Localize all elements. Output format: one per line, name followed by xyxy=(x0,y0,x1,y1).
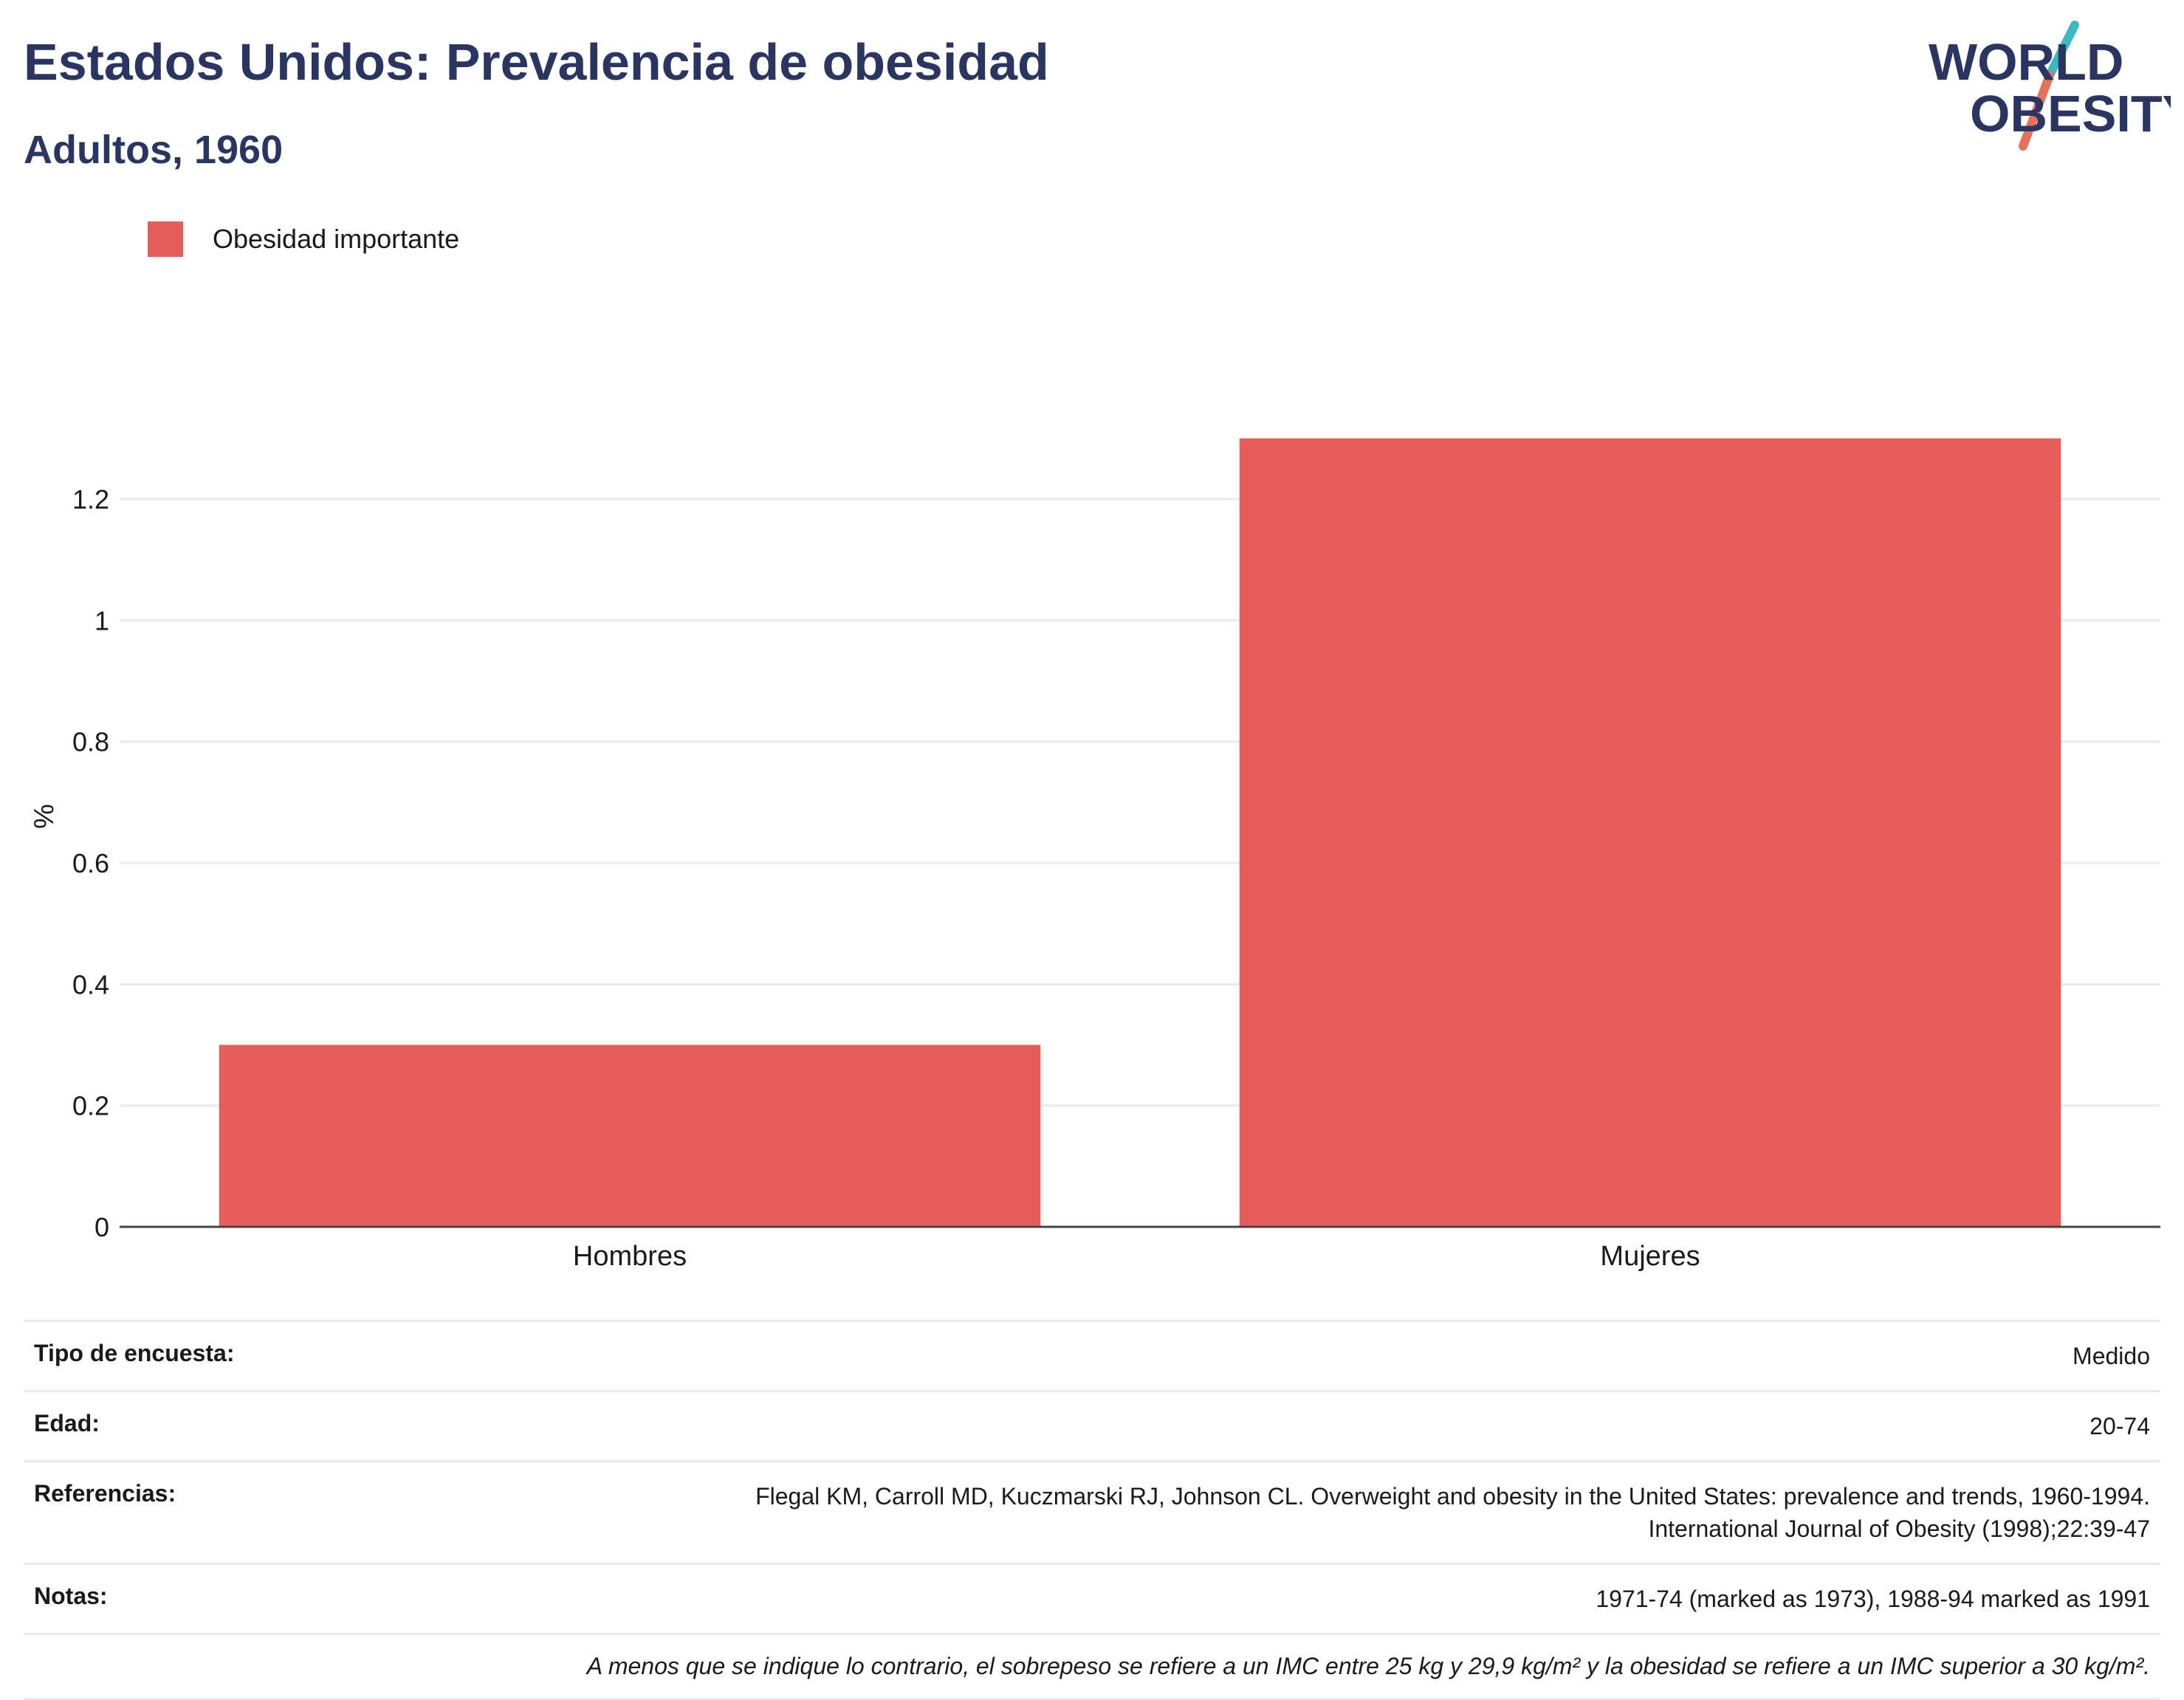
age-label: Edad: xyxy=(34,1410,100,1436)
age-value: 20-74 xyxy=(2089,1413,2150,1439)
info-row-age: Edad: 20-74 xyxy=(24,1390,2160,1460)
x-tick-label: Hombres xyxy=(573,1241,687,1272)
bar xyxy=(1239,438,2061,1228)
y-tick-label: 0.8 xyxy=(72,727,109,757)
y-tick-label: 0.2 xyxy=(72,1091,109,1121)
bar xyxy=(219,1045,1041,1227)
y-tick-label: 1 xyxy=(95,605,109,636)
references-line-2: International Journal of Obesity (1998);… xyxy=(1648,1515,2150,1542)
info-row-references: Referencias: Flegal KM, Carroll MD, Kucz… xyxy=(24,1460,2160,1563)
notes-label: Notas: xyxy=(34,1583,108,1609)
y-axis-label: % xyxy=(29,804,60,829)
logo-word-obesity: OBESITY xyxy=(1970,85,2171,142)
chart-subtitle: Adultos, 1960 xyxy=(24,128,284,172)
info-row-survey: Tipo de encuesta: Medido xyxy=(24,1320,2160,1390)
y-tick-label: 0 xyxy=(95,1212,109,1242)
legend-label: Obesidad importante xyxy=(213,224,460,254)
references-value: Flegal KM, Carroll MD, Kuczmarski RJ, Jo… xyxy=(755,1480,2150,1545)
bar-chart: 0 0.2 0.4 0.6 0.8 1 1.2% Hombres Mujeres xyxy=(29,438,2160,1272)
survey-type-label: Tipo de encuesta: xyxy=(34,1340,235,1366)
footnote: A menos que se indique lo contrario, el … xyxy=(586,1653,2150,1679)
chart-title: Estados Unidos: Prevalencia de obesidad xyxy=(24,33,1049,91)
y-tick-label: 0.4 xyxy=(72,969,109,999)
world-obesity-logo: WORLD OBESITY xyxy=(1929,21,2171,151)
y-tick-label: 0.6 xyxy=(72,848,109,878)
y-tick-label: 1.2 xyxy=(72,484,109,515)
survey-type-value: Medido xyxy=(2073,1343,2150,1369)
references-label: Referencias: xyxy=(34,1480,176,1507)
legend[interactable]: Obesidad importante xyxy=(148,221,459,257)
info-row-notes: Notas: 1971-74 (marked as 1973), 1988-94… xyxy=(24,1563,2160,1633)
notes-value: 1971-74 (marked as 1973), 1988-94 marked… xyxy=(1596,1586,2150,1612)
info-row-footnote: A menos que se indique lo contrario, el … xyxy=(24,1633,2160,1700)
legend-swatch xyxy=(148,221,183,257)
x-tick-label: Mujeres xyxy=(1600,1241,1700,1272)
info-table: Tipo de encuesta: Medido Edad: 20-74 Ref… xyxy=(24,1320,2160,1700)
logo-word-world: WORLD xyxy=(1929,33,2123,91)
references-line-1: Flegal KM, Carroll MD, Kuczmarski RJ, Jo… xyxy=(755,1483,2150,1510)
